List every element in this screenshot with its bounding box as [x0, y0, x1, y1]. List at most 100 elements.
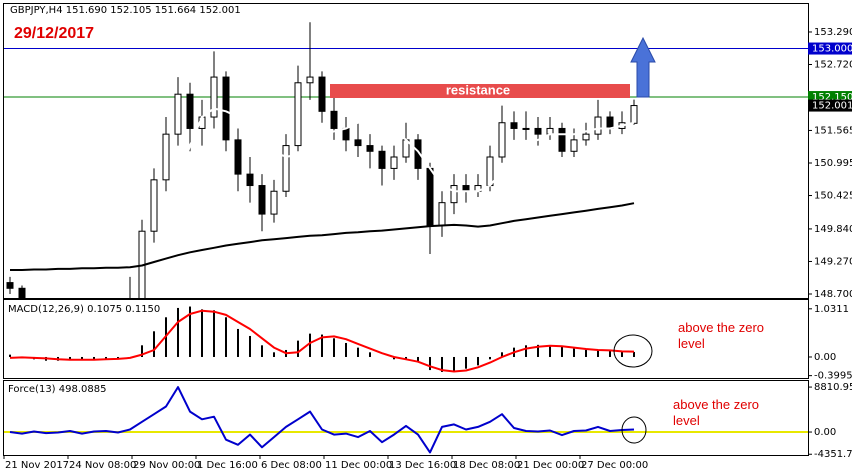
histogram-bar	[201, 309, 203, 357]
histogram-bar	[477, 356, 479, 366]
histogram-bar	[609, 350, 611, 357]
series-line	[9, 386, 635, 454]
y-tick-label: -4351.7260	[814, 449, 852, 460]
candle-body	[342, 127, 350, 141]
candle-body	[210, 76, 218, 118]
candle-body	[594, 116, 602, 135]
x-tick-label: 1 Dec 16:00	[197, 460, 258, 471]
histogram-bar	[585, 349, 587, 357]
current-price-label: 152.001	[812, 101, 852, 112]
candle-body	[534, 127, 542, 135]
candle-body	[138, 230, 146, 298]
candle-body	[522, 127, 530, 130]
resistance-label: resistance	[446, 82, 510, 97]
histogram-bar	[417, 356, 419, 362]
current-price-tag	[808, 99, 852, 112]
x-tick-label: 21 Nov 2017	[5, 460, 69, 471]
candle-body	[330, 110, 338, 129]
candle-body	[150, 179, 158, 232]
histogram-bar	[225, 317, 227, 357]
highlight-circle	[613, 334, 653, 368]
candle-body	[498, 122, 506, 158]
histogram-bar	[573, 348, 575, 357]
force-panel-frame	[3, 380, 809, 456]
date-annotation: 29/12/2017	[14, 25, 94, 42]
x-tick-label: 21 Dec 00:00	[517, 460, 584, 471]
histogram-bar	[369, 352, 371, 357]
histogram-bar	[393, 356, 395, 360]
y-tick-label: -0.3995	[814, 371, 852, 382]
y-tick-label: 149.840	[814, 224, 852, 235]
candle-body	[582, 133, 590, 141]
candle-body	[366, 145, 374, 152]
histogram-bar	[273, 352, 275, 357]
macd-annotation: above the zero level	[678, 320, 765, 351]
macd-panel-frame	[3, 299, 809, 379]
histogram-bar	[561, 346, 563, 357]
candle-body	[570, 139, 578, 152]
histogram-bar	[357, 347, 359, 357]
x-tick-label: 24 Nov 08:00	[69, 460, 136, 471]
force-panel-title: Force(13) 498.0885	[8, 384, 106, 395]
y-tick-label: 0.00	[814, 427, 836, 438]
histogram-bar	[237, 328, 239, 357]
candle-body	[390, 156, 398, 169]
candle-body	[186, 93, 194, 129]
candle-body	[630, 105, 638, 124]
panel-plot	[4, 386, 808, 454]
force-annotation: above the zero level	[673, 397, 760, 428]
histogram-bar	[465, 356, 467, 369]
x-tick-label: 27 Dec 00:00	[581, 460, 648, 471]
series-line	[153, 107, 635, 295]
histogram-bar	[621, 351, 623, 357]
candle-body	[258, 185, 266, 215]
candle-body	[606, 116, 614, 129]
candle-body	[486, 156, 494, 187]
histogram-bar	[213, 310, 215, 357]
y-tick-label: 1.0311	[814, 304, 849, 315]
price-panel-title: GBPJPY,H4 151.690 152.105 151.664 152.00…	[10, 5, 241, 16]
histogram-bar	[525, 345, 527, 357]
histogram-bar	[81, 356, 83, 360]
macd-panel-title: MACD(12,26,9) 0.1075 0.1150	[8, 304, 160, 315]
panel-plot	[9, 306, 635, 373]
candle-body	[318, 76, 326, 112]
histogram-bar	[249, 335, 251, 357]
histogram-bar	[93, 356, 95, 360]
y-tick-label: 8810.9500	[814, 382, 852, 393]
x-tick-label: 6 Dec 08:00	[261, 460, 322, 471]
candle-body	[282, 145, 290, 192]
candle-body	[558, 127, 566, 152]
histogram-bar	[153, 331, 155, 357]
level-tag	[808, 42, 852, 55]
histogram-bar	[405, 356, 407, 360]
resistance-box	[330, 84, 630, 98]
histogram-bar	[441, 356, 443, 372]
histogram-bar	[321, 334, 323, 357]
candle-body	[234, 139, 242, 175]
x-tick-label: 18 Dec 08:00	[453, 460, 520, 471]
y-tick-label: 150.425	[814, 191, 852, 202]
level-tag-label: 153.000	[812, 44, 852, 55]
series-line	[10, 202, 635, 271]
histogram-bar	[333, 338, 335, 357]
histogram-bar	[537, 344, 539, 357]
histogram-bar	[297, 340, 299, 357]
x-tick-label: 13 Dec 16:00	[389, 460, 456, 471]
up-arrow	[630, 36, 656, 98]
candle-body	[174, 93, 182, 135]
histogram-bar	[105, 356, 107, 360]
candle-body	[438, 202, 446, 226]
x-tick-label: 11 Dec 00:00	[325, 460, 392, 471]
level-tag-label: 152.150	[812, 92, 852, 103]
candle-body	[222, 76, 230, 141]
candle-body	[246, 173, 254, 187]
y-tick-label: 153.290	[814, 27, 852, 38]
candle-body	[510, 122, 518, 129]
panel-plot	[4, 22, 808, 298]
histogram-bar	[501, 352, 503, 357]
histogram-bar	[69, 356, 71, 361]
histogram-bar	[177, 307, 179, 357]
